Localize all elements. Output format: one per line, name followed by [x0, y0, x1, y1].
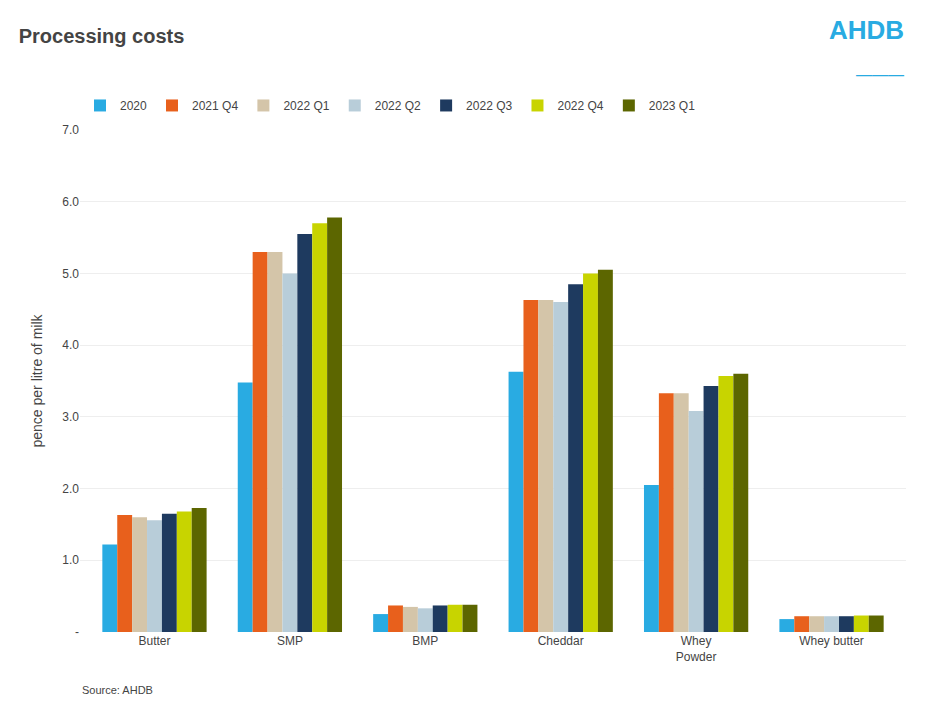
svg-text:3.0: 3.0	[62, 410, 79, 424]
svg-text:Source: AHDB: Source: AHDB	[82, 684, 153, 696]
svg-text:WheyPowder: WheyPowder	[676, 634, 717, 664]
svg-text:2022 Q3: 2022 Q3	[466, 99, 512, 113]
svg-text:5.0: 5.0	[62, 267, 79, 281]
svg-text:SMP: SMP	[277, 634, 303, 648]
svg-text:Cheddar: Cheddar	[538, 634, 584, 648]
svg-text:Processing costs: Processing costs	[19, 25, 185, 47]
svg-text:2020: 2020	[120, 99, 147, 113]
svg-text:———: ———	[856, 66, 904, 83]
svg-text:Whey butter: Whey butter	[799, 634, 864, 648]
svg-text:1.0: 1.0	[62, 553, 79, 567]
svg-text:2022 Q1: 2022 Q1	[283, 99, 329, 113]
svg-text:2022 Q4: 2022 Q4	[557, 99, 603, 113]
svg-text:-: -	[75, 625, 79, 639]
svg-text:4.0: 4.0	[62, 338, 79, 352]
svg-text:7.0: 7.0	[62, 123, 79, 137]
svg-text:AHDB: AHDB	[829, 15, 904, 45]
svg-text:2022 Q2: 2022 Q2	[375, 99, 421, 113]
svg-text:pence per litre of milk: pence per litre of milk	[29, 313, 45, 447]
svg-text:6.0: 6.0	[62, 195, 79, 209]
svg-text:Butter: Butter	[138, 634, 170, 648]
svg-text:2021 Q4: 2021 Q4	[192, 99, 238, 113]
svg-text:2023 Q1: 2023 Q1	[649, 99, 695, 113]
svg-text:BMP: BMP	[412, 634, 438, 648]
svg-text:2.0: 2.0	[62, 482, 79, 496]
